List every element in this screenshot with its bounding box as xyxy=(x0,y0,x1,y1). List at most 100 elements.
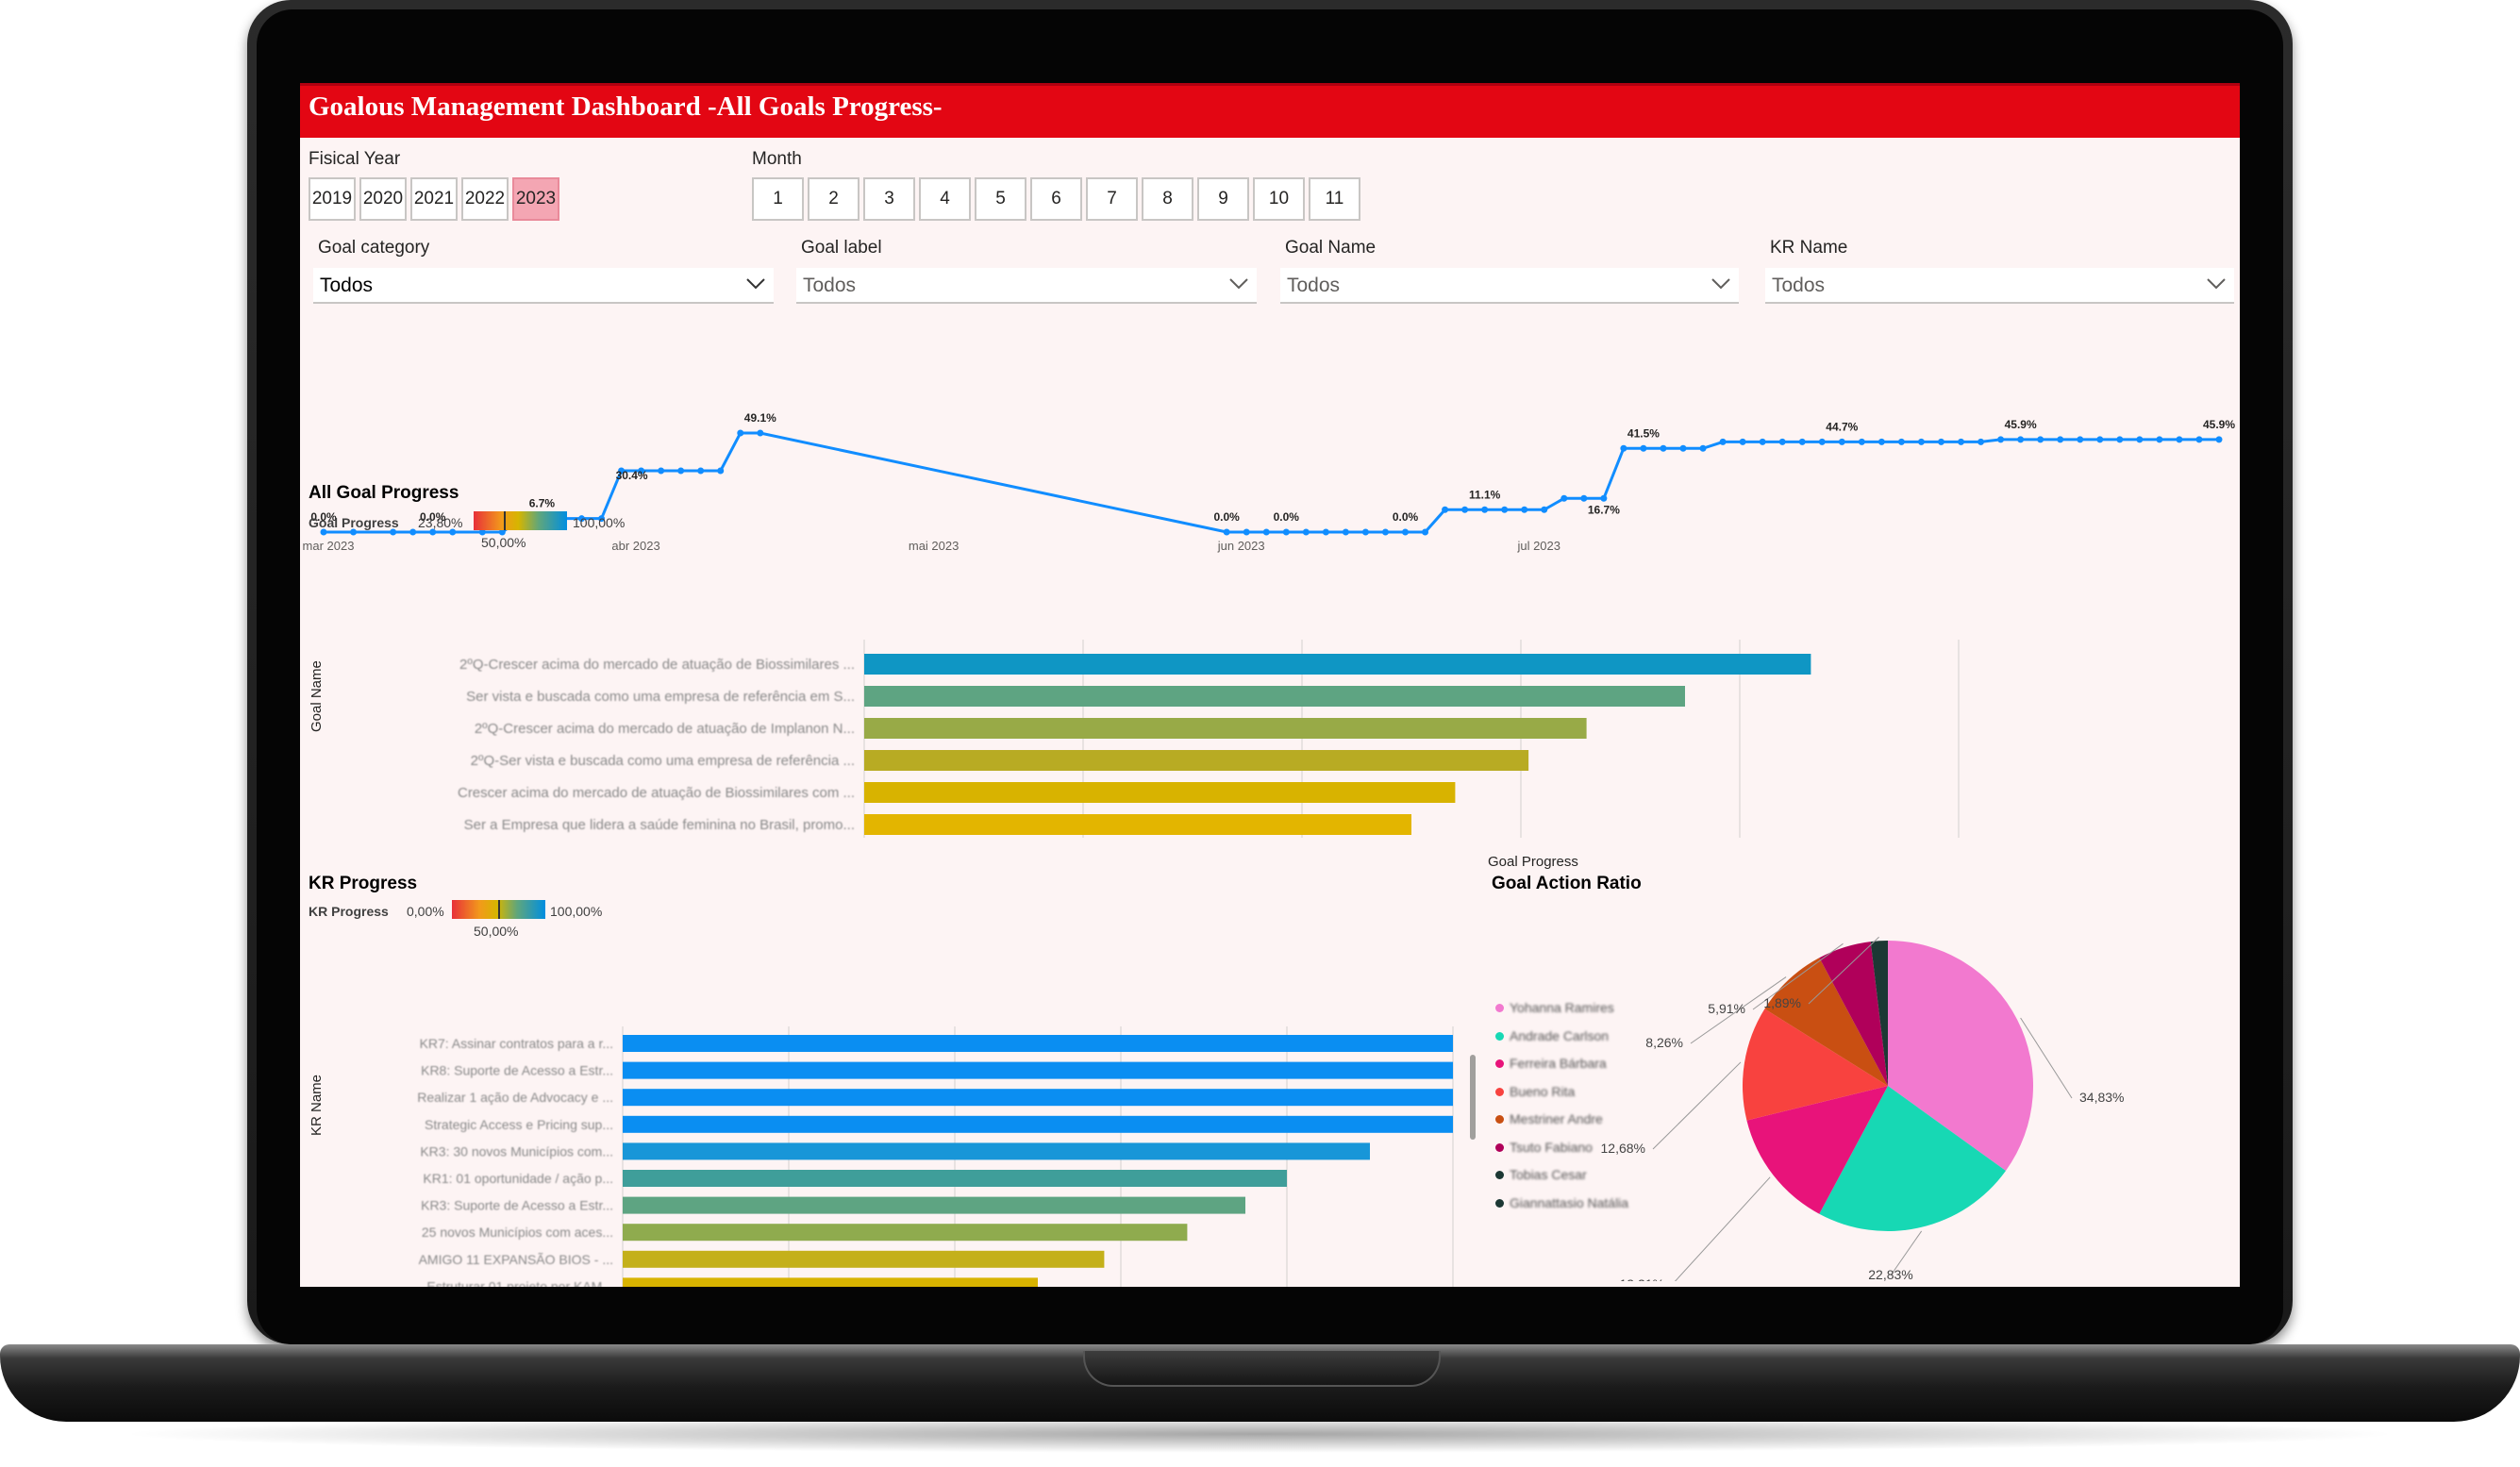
kr-chart-scrollbar[interactable] xyxy=(1470,1055,1476,1140)
goal-progress-color-scale xyxy=(474,511,567,530)
pie-leader-line xyxy=(1752,942,1844,1010)
progress-point xyxy=(409,528,417,536)
fiscal-year-label: Fisical Year xyxy=(309,149,401,169)
year-button-2021[interactable]: 2021 xyxy=(410,177,458,221)
month-button-1[interactable]: 1 xyxy=(752,177,804,221)
category-label: KR1: 01 oportunidade / ação p... xyxy=(423,1171,613,1186)
line-data-label: 0.0% xyxy=(1274,510,1300,524)
progress-point xyxy=(2037,436,2044,443)
progress-point xyxy=(598,515,606,523)
progress-point xyxy=(1282,528,1290,536)
progress-point xyxy=(1917,438,1925,445)
line-data-label: 44.7% xyxy=(1826,420,1858,433)
month-button-10[interactable]: 10 xyxy=(1253,177,1305,221)
progress-point xyxy=(2195,436,2203,443)
all-goal-progress-title: All Goal Progress xyxy=(309,483,459,503)
progress-point xyxy=(1422,528,1429,536)
progress-point xyxy=(757,429,764,437)
line-data-label: 49.1% xyxy=(744,411,776,425)
month-button-3[interactable]: 3 xyxy=(863,177,915,221)
category-label: KR3: 30 novos Municípios com... xyxy=(420,1143,613,1159)
laptop-notch xyxy=(1083,1351,1441,1387)
pie-slice-label: 5,91% xyxy=(1708,1001,1745,1016)
progress-point xyxy=(1401,528,1409,536)
bar xyxy=(864,814,1411,835)
progress-point xyxy=(1978,438,1985,445)
pie-legend-item[interactable]: Giannattasio Natália xyxy=(1510,1194,1629,1210)
category-label: Estruturar 01 projeto por KAM... xyxy=(426,1278,613,1287)
line-data-label: 0.0% xyxy=(310,510,337,524)
goal-progress-scale-mid-marker xyxy=(504,511,506,530)
bar xyxy=(864,654,1811,675)
progress-point xyxy=(390,528,397,536)
progress-point xyxy=(737,429,744,437)
goal-action-ratio-pie-chart: 34,83% 22,83% 13,31% 12,68% 8,26% 5,91% 1,89% xyxy=(1601,936,2124,1281)
goal-category-dropdown[interactable]: Todos xyxy=(313,268,774,304)
pie-legend-item[interactable]: Tsuto Fabiano xyxy=(1510,1139,1593,1155)
progress-point xyxy=(1937,438,1944,445)
month-button-5[interactable]: 5 xyxy=(975,177,1026,221)
month-button-2[interactable]: 2 xyxy=(808,177,859,221)
pie-legend-item[interactable]: Yohanna Ramires xyxy=(1510,1000,1614,1015)
year-button-2020[interactable]: 2020 xyxy=(359,177,407,221)
month-button-4[interactable]: 4 xyxy=(919,177,971,221)
progress-point xyxy=(2017,436,2025,443)
goal-name-label: Goal Name xyxy=(1285,238,1377,258)
category-label: KR3: Suporte de Acesso a Estr... xyxy=(421,1198,613,1213)
pie-legend-item[interactable]: Tobias Cesar xyxy=(1510,1167,1587,1182)
line-x-tick: abr 2023 xyxy=(611,539,659,553)
kr-name-dropdown[interactable]: Todos xyxy=(1765,268,2234,304)
category-label: AMIGO 11 EXPANSÃO BIOS - ... xyxy=(419,1252,613,1267)
progress-point xyxy=(638,467,645,475)
month-button-6[interactable]: 6 xyxy=(1030,177,1082,221)
pie-legend-item[interactable]: Bueno Rita xyxy=(1510,1083,1576,1099)
dashboard-title: Goalous Management Dashboard -All Goals … xyxy=(309,92,943,122)
bar xyxy=(623,1250,1105,1268)
progress-point xyxy=(1620,444,1627,452)
progress-point xyxy=(1858,438,1865,445)
progress-point xyxy=(1342,528,1349,536)
legend-dot xyxy=(1495,1142,1504,1152)
pie-leader-line xyxy=(1890,1230,1923,1276)
month-button-11[interactable]: 11 xyxy=(1309,177,1360,221)
goal-name-dropdown[interactable]: Todos xyxy=(1280,268,1739,304)
progress-point xyxy=(1958,438,1965,445)
progress-point xyxy=(677,467,685,475)
bar xyxy=(623,1142,1370,1160)
progress-point xyxy=(717,467,725,475)
goal-label-value: Todos xyxy=(803,275,857,296)
dashboard-screen: Goalous Management Dashboard -All Goals … xyxy=(300,83,2240,1287)
kr-progress-legend-min: 0,00% xyxy=(407,904,444,919)
progress-point xyxy=(1679,444,1687,452)
progress-point xyxy=(1739,438,1746,445)
pie-legend-item[interactable]: Ferreira Bárbara xyxy=(1510,1056,1607,1071)
progress-point xyxy=(2156,436,2163,443)
bar xyxy=(864,782,1456,803)
bar xyxy=(864,750,1529,771)
year-button-2019[interactable]: 2019 xyxy=(309,177,356,221)
year-button-2023[interactable]: 2023 xyxy=(512,177,559,221)
category-label: Ser vista e buscada como uma empresa de … xyxy=(466,689,855,705)
month-button-9[interactable]: 9 xyxy=(1197,177,1249,221)
progress-point xyxy=(1640,444,1647,452)
month-button-8[interactable]: 8 xyxy=(1142,177,1193,221)
progress-point xyxy=(2077,436,2084,443)
progress-point xyxy=(449,528,457,536)
line-x-tick: jul 2023 xyxy=(1516,539,1560,553)
legend-dot xyxy=(1495,1115,1504,1124)
progress-point xyxy=(1818,438,1826,445)
progress-point xyxy=(1838,438,1845,445)
goal-label-dropdown[interactable]: Todos xyxy=(796,268,1257,304)
year-button-2022[interactable]: 2022 xyxy=(461,177,509,221)
progress-point xyxy=(1600,494,1608,502)
bar xyxy=(623,1277,1038,1287)
kr-progress-legend-mid: 50,00% xyxy=(474,924,519,939)
progress-point xyxy=(478,528,486,536)
pie-legend-item[interactable]: Mestriner Andre xyxy=(1510,1111,1603,1126)
progress-point xyxy=(1541,506,1548,513)
month-button-7[interactable]: 7 xyxy=(1086,177,1138,221)
progress-point xyxy=(2057,436,2064,443)
pie-legend-item[interactable]: Andrade Carlson xyxy=(1510,1027,1610,1043)
kr-progress-legend-max: 100,00% xyxy=(550,904,603,919)
pie-leader-line xyxy=(1674,1176,1771,1281)
